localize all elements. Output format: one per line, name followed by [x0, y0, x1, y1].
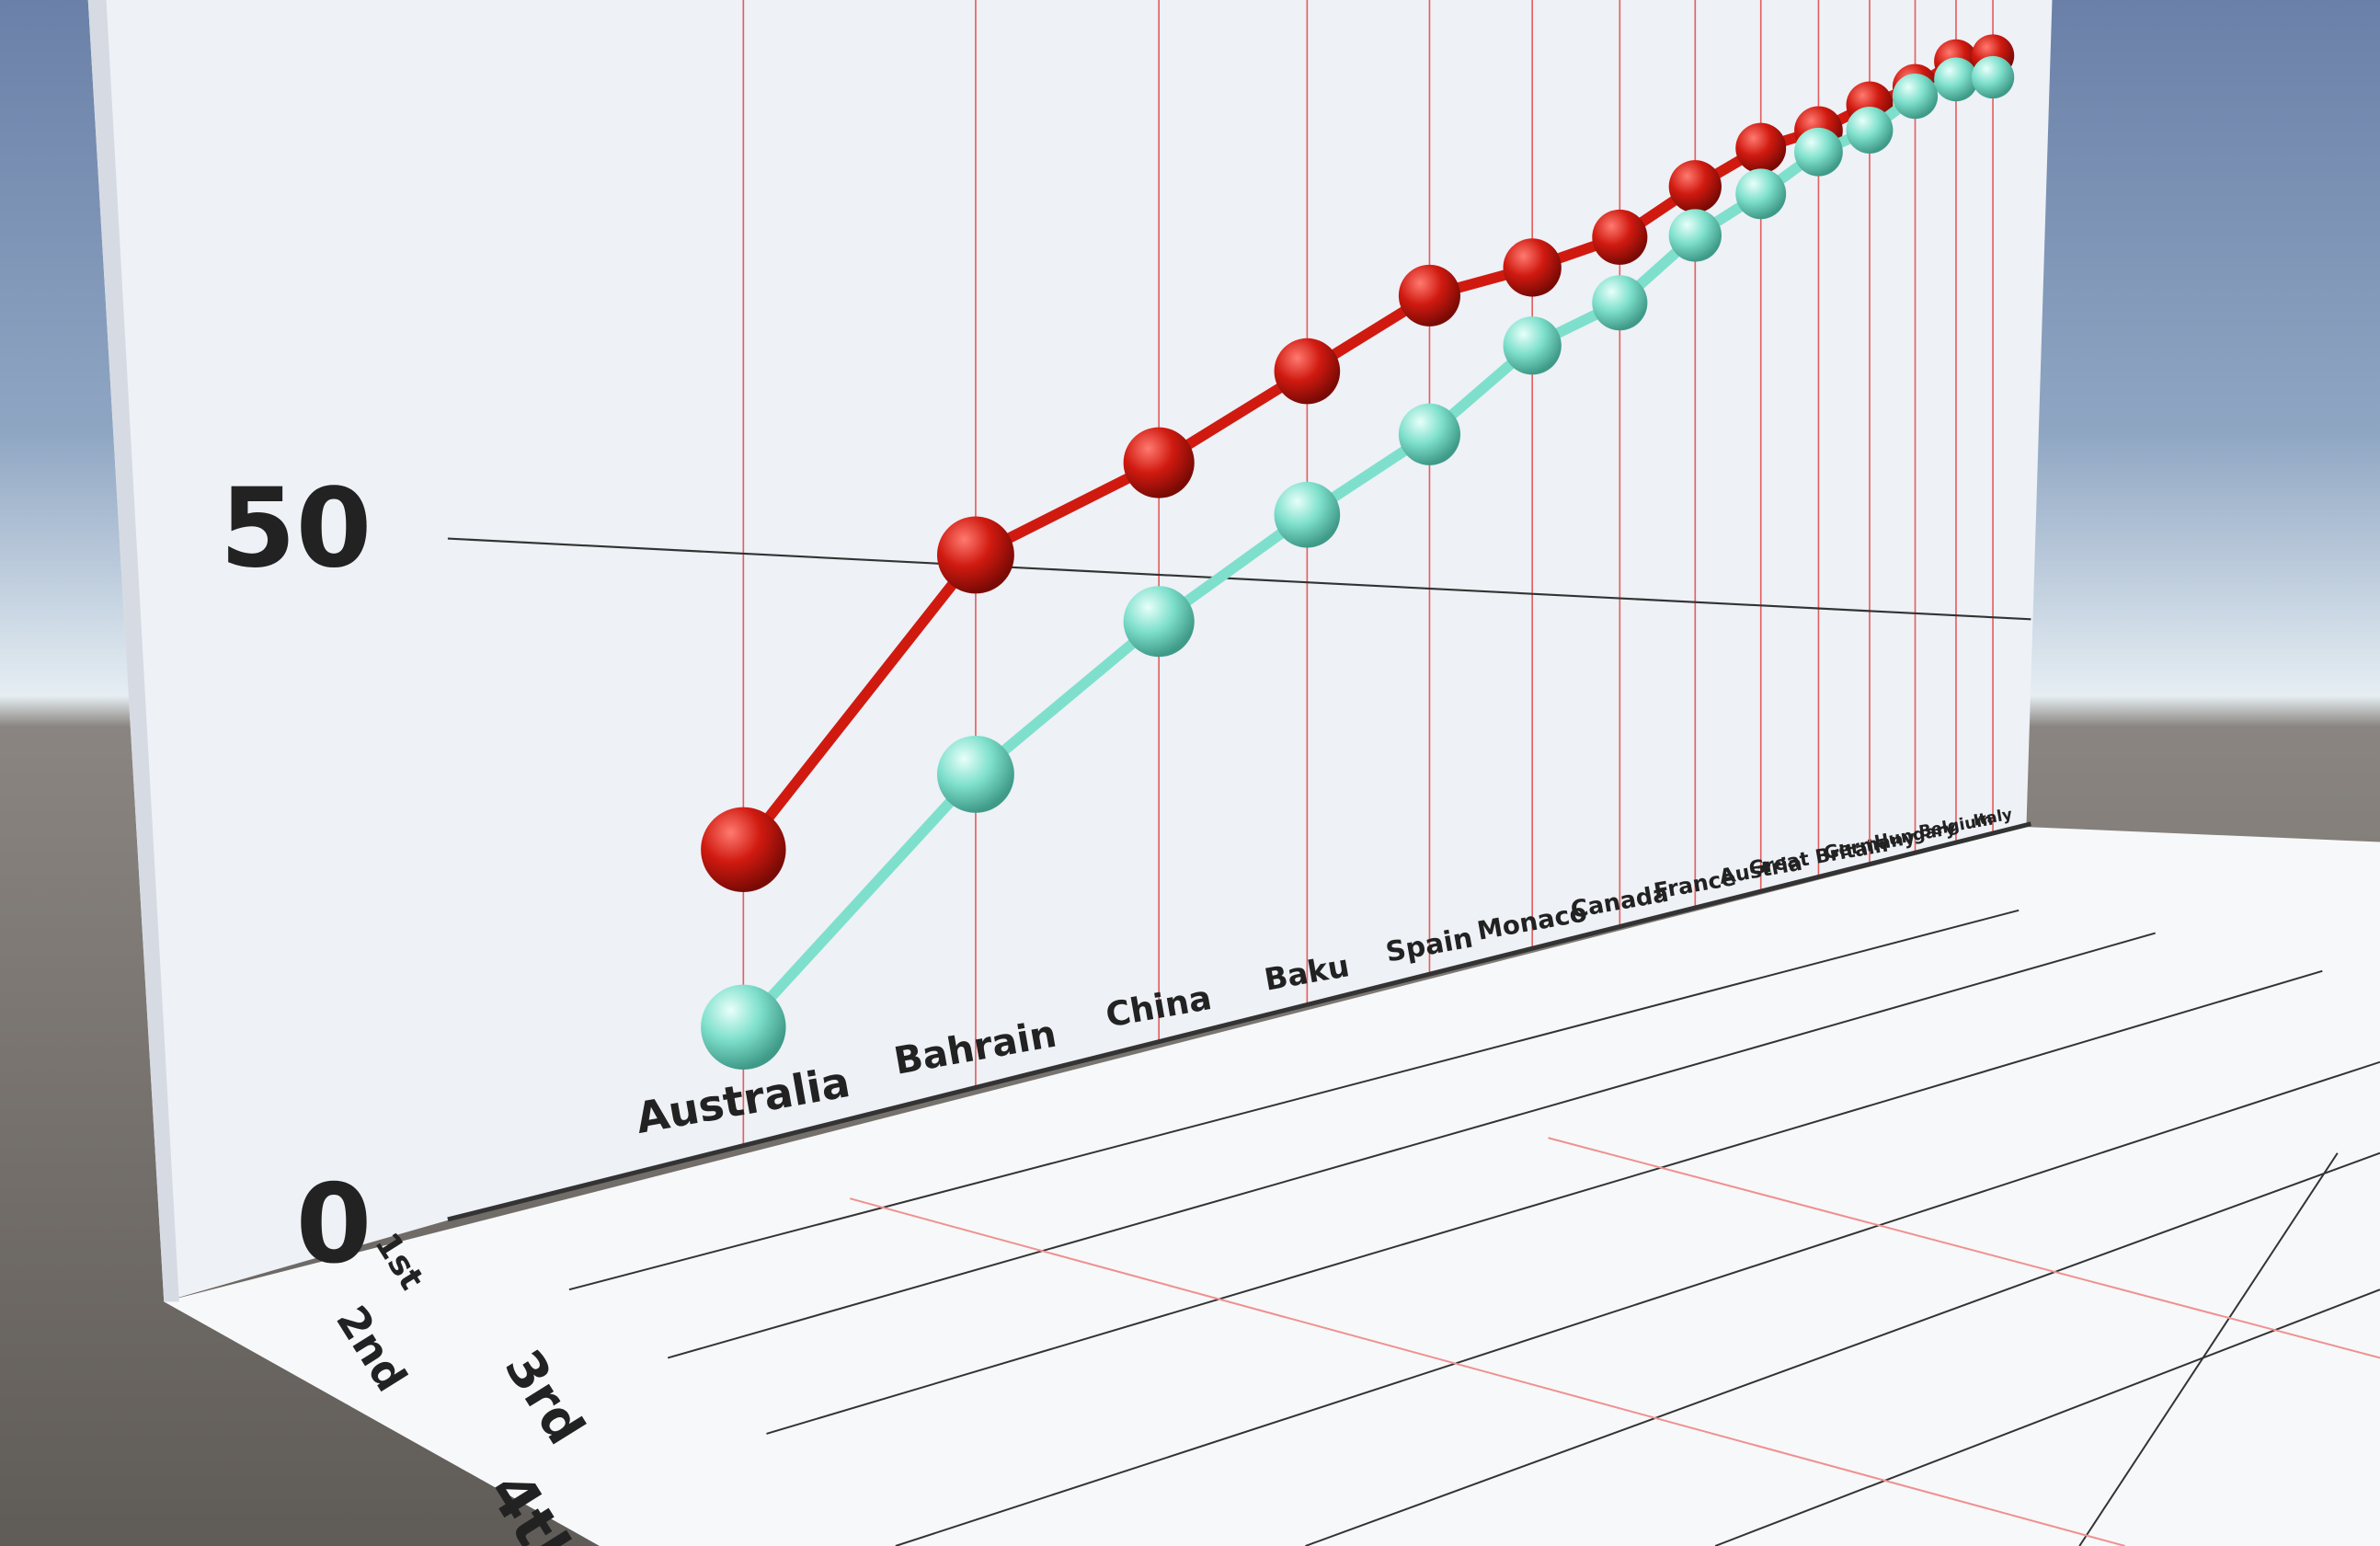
data-point	[701, 807, 786, 892]
floor-line	[568, 909, 2020, 1291]
data-point	[1934, 57, 1978, 102]
wall	[87, 0, 2053, 1302]
data-point	[701, 984, 786, 1071]
floor-line	[1548, 1137, 2380, 1359]
data-point	[936, 516, 1014, 594]
floor-line	[766, 969, 2323, 1435]
data-point	[1735, 122, 1787, 174]
data-point	[1971, 55, 2015, 99]
floor-line	[850, 1197, 2125, 1546]
floor-line	[2078, 1152, 2339, 1546]
y-tick-label: 50	[220, 466, 372, 593]
data-point	[1398, 403, 1461, 465]
floor-line	[1305, 1151, 2380, 1546]
data-point	[1592, 209, 1648, 265]
floor-lines	[568, 909, 2380, 1546]
data-point	[1794, 127, 1843, 177]
data-point	[1274, 481, 1341, 548]
wall-edge	[87, 0, 179, 1302]
floor	[164, 827, 2380, 1546]
floor-line	[1714, 1288, 2380, 1546]
data-point	[1123, 586, 1195, 658]
data-point	[1892, 74, 1939, 120]
grid-line	[447, 537, 2031, 621]
data-point	[1668, 160, 1722, 213]
data-point	[1274, 338, 1341, 405]
data-point	[1503, 316, 1562, 375]
data-point	[1398, 264, 1461, 326]
floor-line	[667, 932, 2156, 1359]
data-point	[1846, 107, 1894, 154]
data-point	[1123, 427, 1195, 498]
y-tick-label: 0	[296, 1162, 372, 1288]
data-point	[1735, 168, 1787, 220]
data-point	[1668, 209, 1722, 262]
data-point	[1592, 275, 1648, 331]
grid-line	[447, 821, 2031, 1222]
data-point	[1503, 238, 1562, 297]
data-point	[936, 735, 1014, 813]
floor-line	[895, 1060, 2380, 1546]
